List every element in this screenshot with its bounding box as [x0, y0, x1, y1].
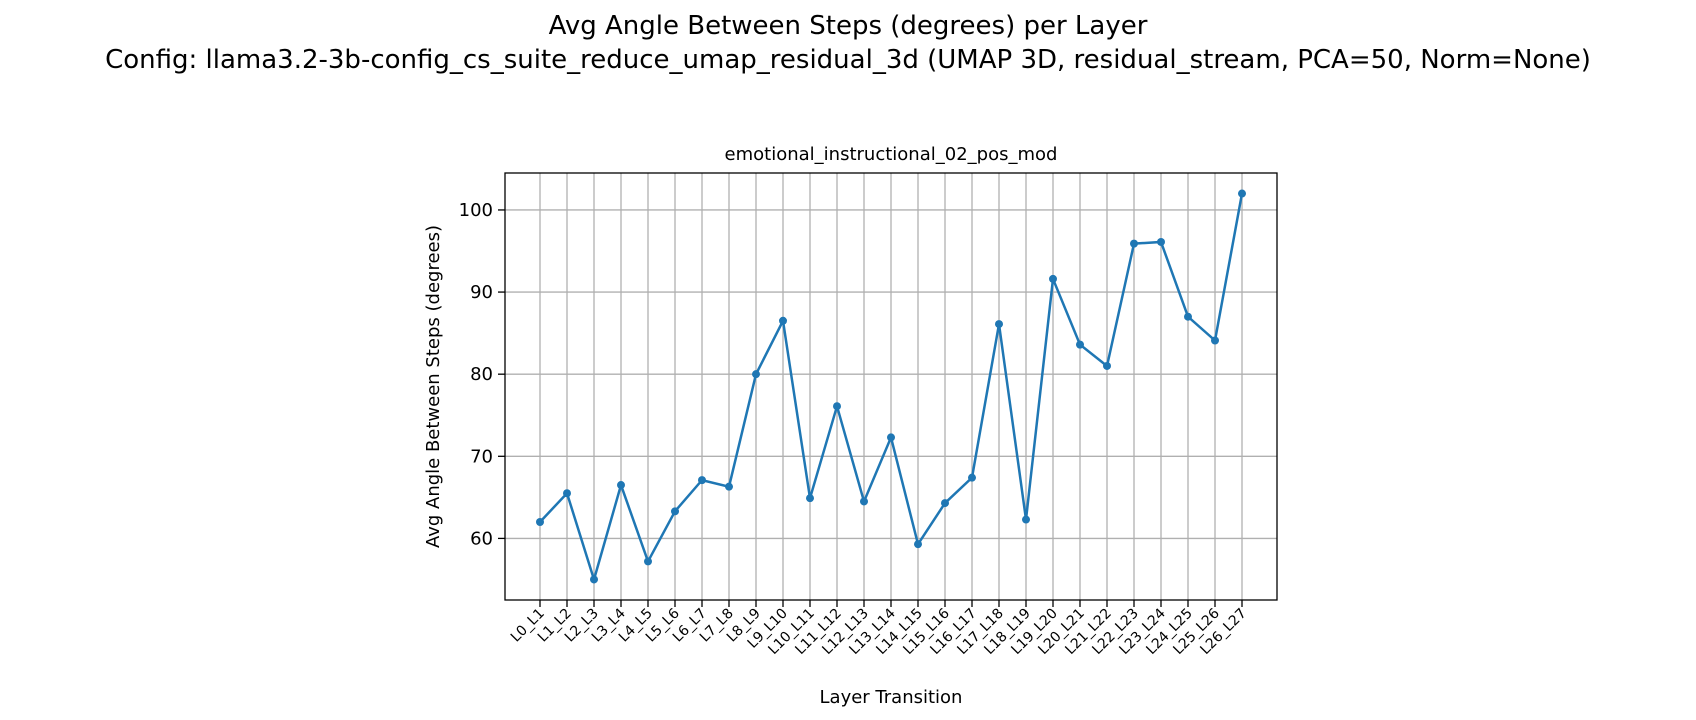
data-point: [752, 370, 760, 379]
data-point: [914, 540, 922, 549]
y-tick-label: 80: [470, 364, 493, 385]
data-point: [779, 316, 787, 325]
x-axis-label: Layer Transition: [820, 687, 963, 708]
y-axis-label: Avg Angle Between Steps (degrees): [423, 225, 444, 548]
grid: [505, 173, 1277, 600]
data-point: [1211, 336, 1219, 345]
x-axis: L0_L1L1_L2L2_L3L3_L4L4_L5L5_L6L6_L7L7_L8…: [508, 600, 1250, 658]
y-tick-label: 60: [470, 528, 493, 549]
data-point: [536, 517, 544, 526]
data-point: [1130, 239, 1138, 248]
chart-title: emotional_instructional_02_pos_mod: [725, 144, 1058, 165]
data-point: [995, 320, 1003, 329]
data-point: [941, 499, 949, 508]
data-point: [968, 473, 976, 482]
y-axis: 60 70 80 90 100: [459, 200, 505, 549]
data-point: [887, 433, 895, 442]
series-points: [536, 189, 1246, 584]
data-point: [833, 402, 841, 411]
data-point: [671, 507, 679, 516]
series: [536, 189, 1246, 584]
data-point: [1022, 515, 1030, 524]
y-tick-label: 100: [459, 200, 493, 221]
data-point: [1157, 237, 1165, 246]
figure-subtitle: Config: llama3.2-3b-config_cs_suite_redu…: [105, 45, 1591, 75]
y-tick-label: 90: [470, 282, 493, 303]
y-tick-label: 70: [470, 446, 493, 467]
data-point: [860, 497, 868, 506]
data-point: [1184, 312, 1192, 321]
data-point: [698, 476, 706, 485]
data-point: [617, 481, 625, 490]
data-point: [644, 557, 652, 566]
data-point: [590, 575, 598, 584]
data-point: [1238, 189, 1246, 198]
data-point: [725, 482, 733, 491]
data-point: [1103, 361, 1111, 370]
data-point: [1049, 274, 1057, 283]
data-point: [806, 494, 814, 503]
data-point: [563, 489, 571, 498]
data-point: [1076, 340, 1084, 349]
figure-title: Avg Angle Between Steps (degrees) per La…: [548, 11, 1148, 41]
